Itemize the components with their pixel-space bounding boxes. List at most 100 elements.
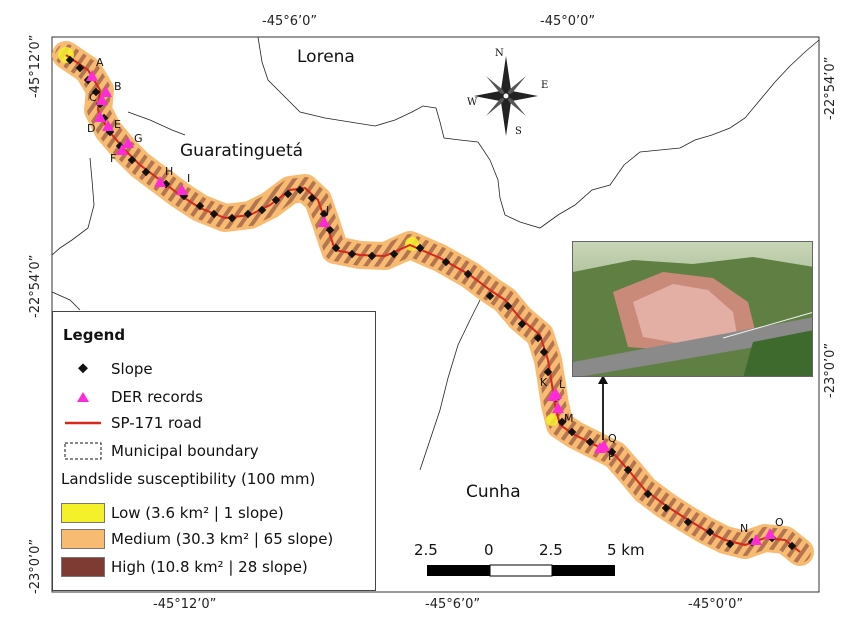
point-label: K: [540, 376, 548, 389]
slope-marker: [517, 319, 527, 329]
place-cunha: Cunha: [466, 482, 521, 502]
point-label: O: [775, 516, 784, 529]
point-label: C: [89, 91, 97, 104]
place-lorena: Lorena: [297, 47, 355, 67]
slope-marker: [209, 209, 219, 219]
slope-marker: [661, 503, 671, 513]
coord-bottom-3: -45°0’0”: [688, 597, 744, 612]
slope-marker: [65, 55, 75, 65]
coord-top-2: -45°0’0”: [540, 14, 596, 29]
der-record-marker: [86, 70, 98, 81]
point-label: H: [165, 165, 174, 178]
der-record-marker: [764, 528, 776, 539]
coord-left-2: -22°54’0”: [28, 254, 43, 318]
point-label: I: [187, 172, 191, 185]
slope-marker: [607, 447, 617, 457]
slope-marker: [195, 201, 205, 211]
point-label: B: [114, 80, 122, 93]
slope-marker: [347, 249, 357, 259]
legend-row-high: High (10.8 km² | 28 slope): [61, 556, 308, 578]
compass-w: W: [467, 97, 478, 108]
legend-boundary-label: Municipal boundary: [111, 442, 259, 460]
slope-marker: [623, 465, 633, 475]
slope-marker: [389, 249, 399, 259]
coord-bottom-1: -45°12’0”: [153, 597, 217, 612]
legend-row-slope: Slope: [61, 358, 153, 380]
slope-marker: [567, 427, 577, 437]
point-label: J: [326, 204, 330, 217]
point-label: N: [740, 522, 749, 535]
slope-marker: [295, 185, 305, 195]
legend: Legend Slope DER records SP-171 road Mun…: [52, 311, 376, 591]
legend-der-label: DER records: [111, 388, 203, 406]
road-line-icon: [61, 412, 105, 434]
slope-marker: [271, 195, 281, 205]
slope-marker: [307, 193, 317, 203]
coord-right-1: -22°54’0”: [823, 56, 838, 120]
medium-swatch: [61, 529, 105, 549]
der-record-marker: [122, 137, 134, 148]
slope-diamond-icon: [61, 358, 105, 380]
place-guaratingueta: Guaratinguetá: [180, 141, 304, 161]
legend-road-label: SP-171 road: [111, 414, 202, 432]
slope-marker: [683, 517, 693, 527]
slope-marker: [367, 251, 377, 261]
der-record-marker: [154, 176, 166, 187]
der-record-marker: [102, 120, 114, 131]
slope-marker: [415, 243, 425, 253]
der-triangle-icon: [61, 386, 105, 408]
point-label: F: [110, 152, 117, 165]
coord-bottom-2: -45°6’0”: [425, 597, 481, 612]
point-label: D: [87, 122, 96, 135]
legend-slope-label: Slope: [111, 360, 153, 378]
legend-row-der: DER records: [61, 386, 203, 408]
legend-susceptibility-title: Landslide susceptibility (100 mm): [61, 470, 316, 488]
legend-row-boundary: Municipal boundary: [61, 440, 259, 462]
slope-marker: [539, 347, 549, 357]
der-record-marker: [750, 534, 762, 545]
der-record-marker: [100, 86, 112, 97]
slope-marker: [585, 437, 595, 447]
slope-markers: [65, 55, 797, 551]
slope-marker: [257, 205, 267, 215]
legend-low-label: Low (3.6 km² | 1 slope): [111, 504, 284, 522]
coord-left-3: -23°0’0”: [28, 538, 43, 594]
der-record-marker: [176, 184, 188, 195]
slope-marker: [243, 209, 253, 219]
slope-marker: [533, 333, 543, 343]
scale-bar: [427, 564, 615, 577]
point-label: M: [564, 412, 574, 425]
point-label: G: [134, 132, 143, 145]
der-record-marker: [550, 388, 562, 399]
der-record-marker: [116, 144, 128, 155]
slope-marker: [787, 541, 797, 551]
slope-marker: [319, 209, 329, 219]
legend-high-label: High (10.8 km² | 28 slope): [111, 558, 308, 576]
high-swatch: [61, 557, 105, 577]
der-record-marker: [94, 111, 106, 122]
slope-marker: [543, 367, 553, 377]
slope-marker: [485, 291, 495, 301]
low-swatch: [61, 503, 105, 523]
point-label: L: [559, 378, 566, 391]
slope-marker: [141, 167, 151, 177]
coord-top-1: -45°6’0”: [262, 14, 318, 29]
boundary-dashed-box-icon: [61, 440, 105, 462]
scale-label-0: 2.5: [414, 541, 438, 559]
coord-left-1: -45°12’0”: [28, 34, 43, 98]
slope-marker: [127, 155, 137, 165]
point-label: Q: [608, 432, 617, 445]
slope-marker: [705, 527, 715, 537]
slope-marker: [91, 87, 101, 97]
der-record-marker: [552, 402, 564, 413]
der-record-marker: [96, 94, 108, 105]
legend-row-medium: Medium (30.3 km² | 65 slope): [61, 528, 333, 550]
compass-e: E: [541, 80, 549, 91]
slope-marker: [283, 189, 293, 199]
slope-marker: [325, 225, 335, 235]
der-record-markers: [86, 70, 776, 545]
scale-label-1: 0: [484, 541, 494, 559]
slope-marker: [441, 257, 451, 267]
slope-marker: [75, 63, 85, 73]
slope-marker: [725, 539, 735, 549]
